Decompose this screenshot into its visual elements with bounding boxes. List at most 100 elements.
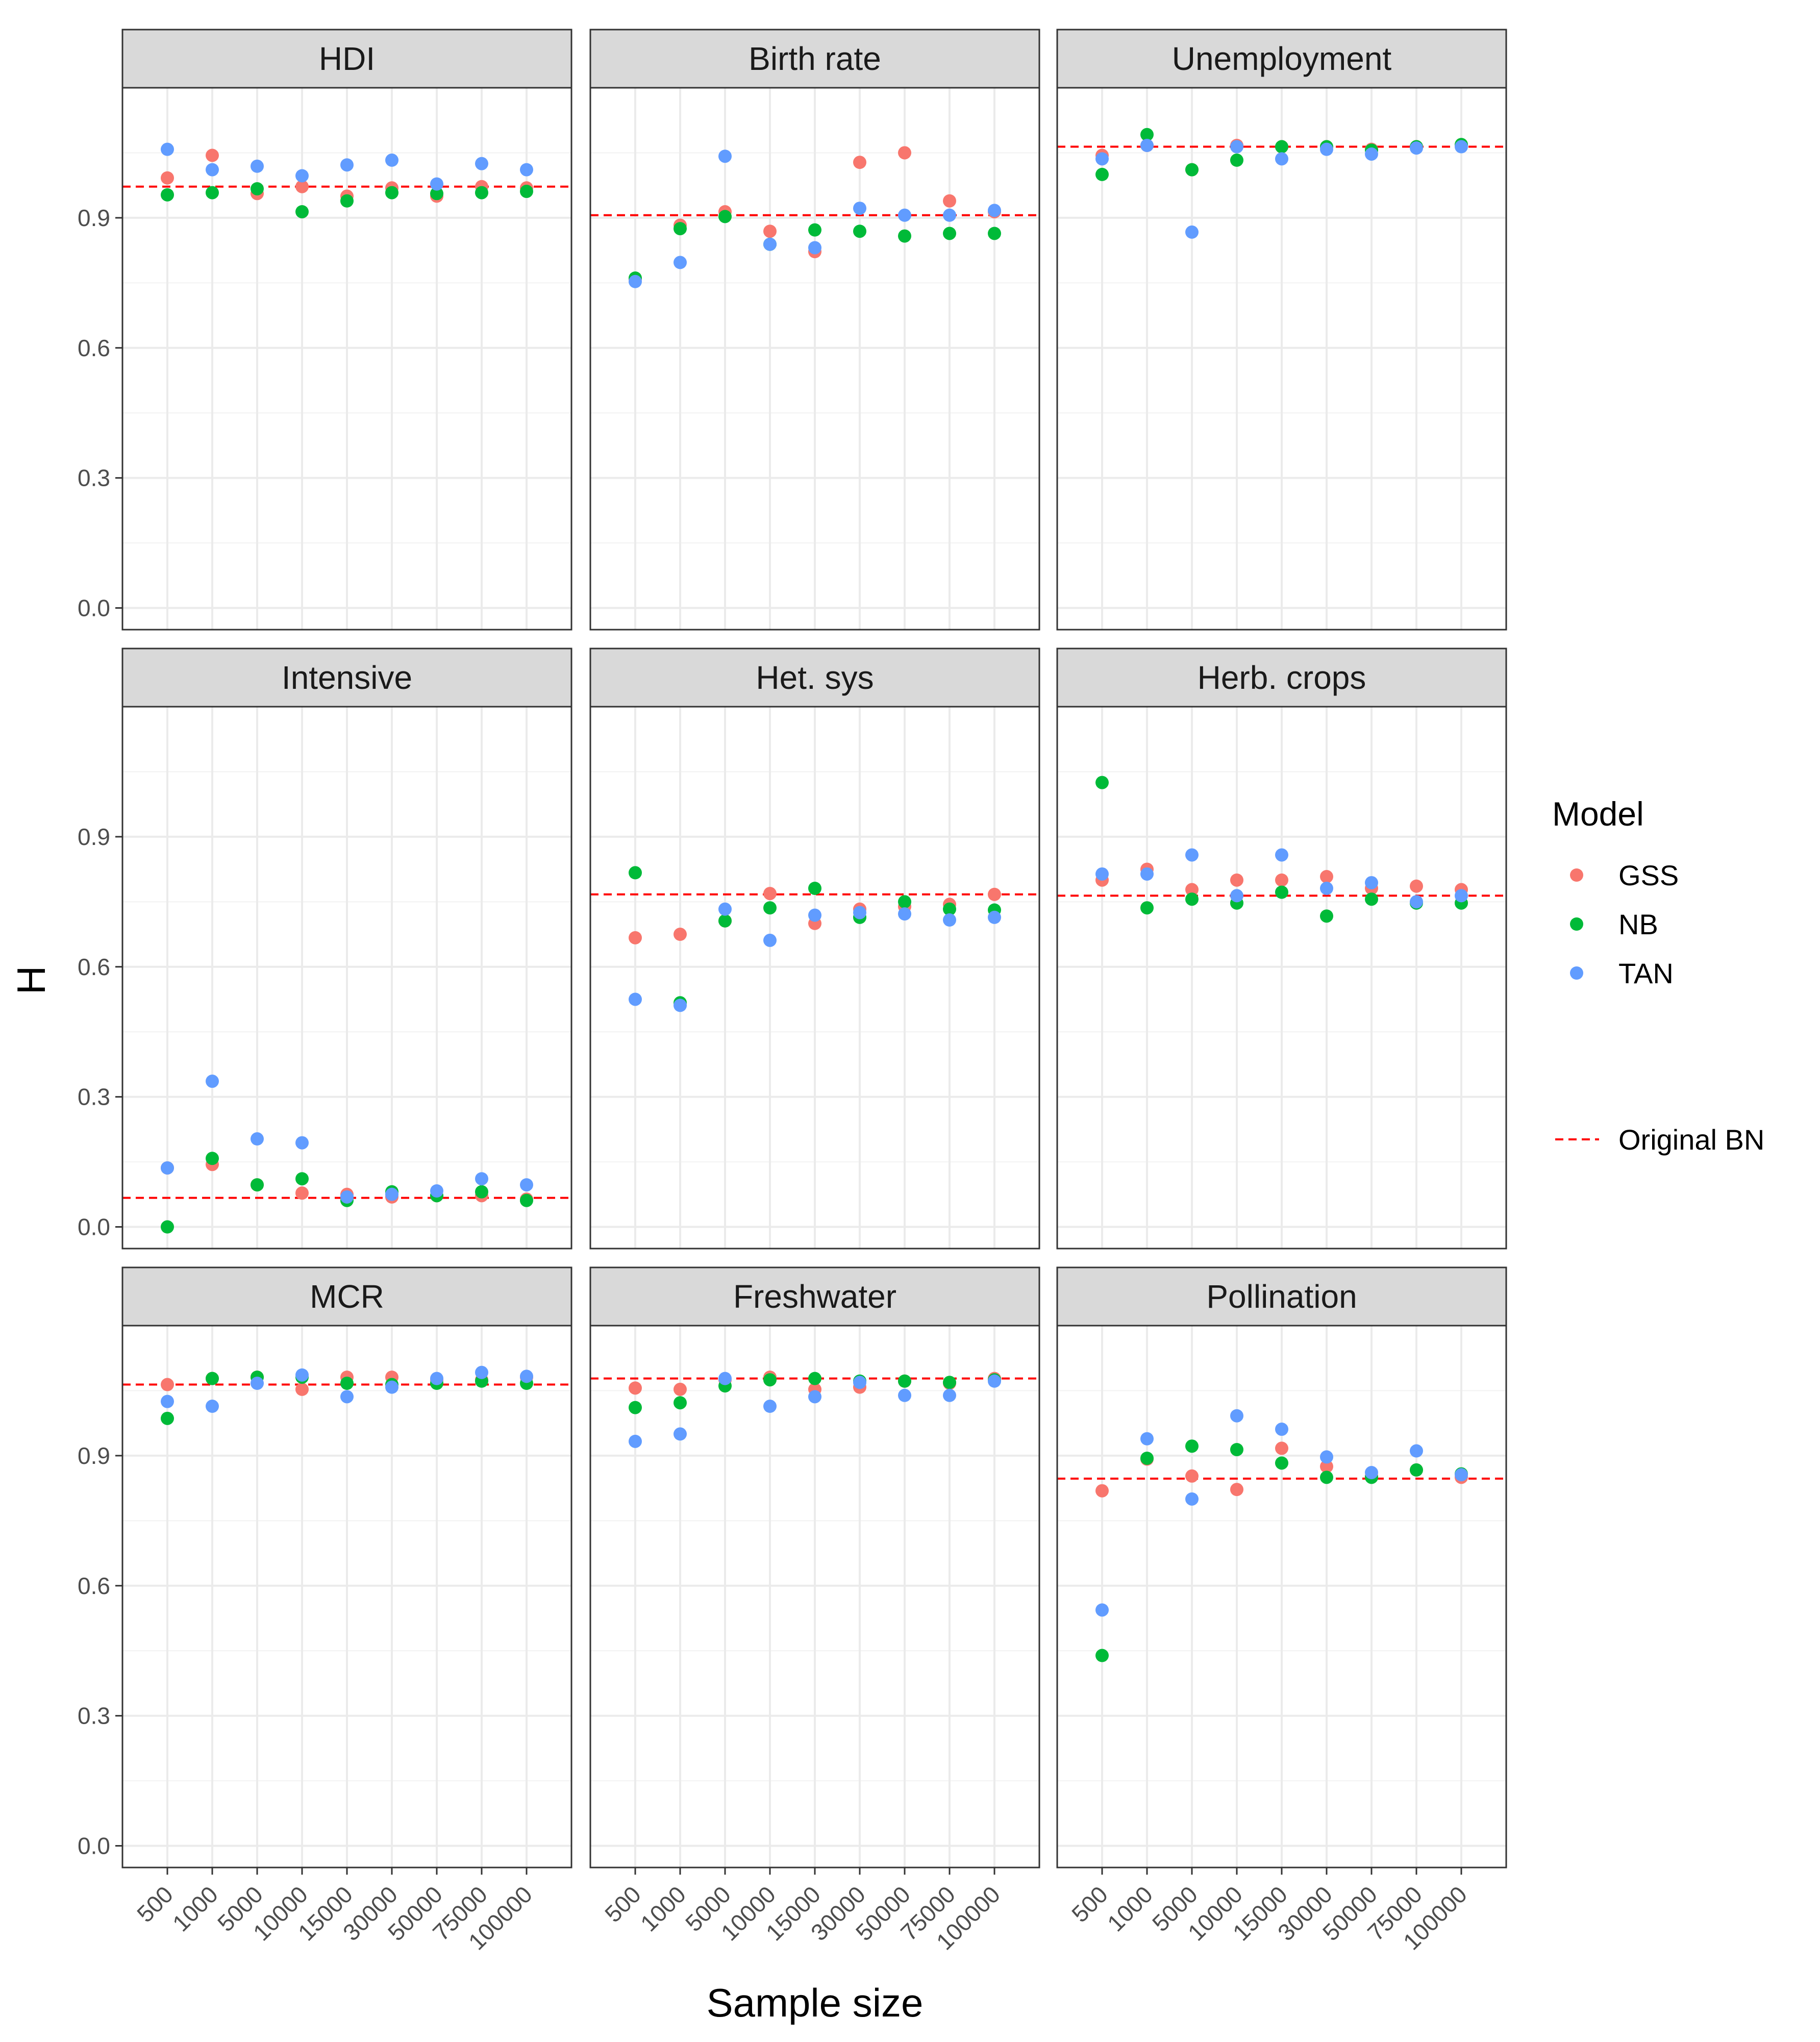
point-nb xyxy=(1185,1439,1199,1453)
point-tan xyxy=(629,1434,642,1448)
point-nb xyxy=(1275,885,1288,899)
point-tan xyxy=(295,1136,309,1150)
facet-strip xyxy=(121,648,572,708)
point-tan xyxy=(1095,1603,1109,1617)
facet-birth-rate: Birth rate xyxy=(589,29,1040,631)
y-tick-label: 0.0 xyxy=(78,595,110,621)
point-gss xyxy=(763,225,777,238)
point-tan xyxy=(1185,1492,1199,1506)
point-nb xyxy=(1140,1451,1154,1465)
point-tan xyxy=(475,1365,488,1379)
facet-title: Freshwater xyxy=(733,1278,896,1315)
point-tan xyxy=(943,1388,956,1402)
point-nb xyxy=(898,1374,911,1388)
point-tan xyxy=(1320,1450,1333,1464)
facet-title: Pollination xyxy=(1206,1278,1357,1315)
point-tan xyxy=(385,153,398,167)
point-tan xyxy=(763,237,777,251)
point-nb xyxy=(674,1396,687,1410)
panel-border xyxy=(589,87,1040,631)
facet-strip xyxy=(121,1266,572,1327)
point-gss xyxy=(943,194,956,208)
point-tan xyxy=(1410,141,1423,155)
y-tick-label: 0.3 xyxy=(78,465,110,491)
point-gss xyxy=(674,1382,687,1396)
point-tan xyxy=(1320,142,1333,156)
point-tan xyxy=(430,177,443,191)
point-tan xyxy=(674,256,687,269)
point-tan xyxy=(251,1132,264,1146)
x-tick-label: 1000 xyxy=(1102,1881,1158,1936)
point-gss xyxy=(295,1382,309,1396)
point-gss xyxy=(1230,873,1243,887)
point-nb xyxy=(1230,1442,1243,1456)
point-tan xyxy=(763,1400,777,1413)
point-nb xyxy=(808,881,821,895)
point-tan xyxy=(251,159,264,173)
point-tan xyxy=(808,908,821,922)
facet-unemployment: Unemployment xyxy=(1056,29,1507,631)
point-tan xyxy=(340,1190,354,1204)
point-gss xyxy=(763,887,777,901)
point-nb xyxy=(898,229,911,243)
point-tan xyxy=(853,1376,866,1389)
legend-swatch xyxy=(1570,868,1583,882)
facet-mcr: MCR0.00.30.60.95001000500010000150003000… xyxy=(78,1266,572,1955)
point-nb xyxy=(251,182,264,195)
point-nb xyxy=(295,1172,309,1186)
point-tan xyxy=(1140,138,1154,152)
facet-intensive: Intensive 0.0 0.3 0.6 0.9 xyxy=(78,648,572,1250)
point-nb xyxy=(1230,153,1243,167)
point-gss xyxy=(1410,879,1423,893)
point-gss xyxy=(295,180,309,193)
point-tan xyxy=(385,1187,398,1201)
point-nb xyxy=(340,1376,354,1390)
y-tick-label: 0.6 xyxy=(78,1573,110,1599)
point-tan xyxy=(808,241,821,255)
point-tan xyxy=(853,202,866,215)
point-tan xyxy=(161,1394,174,1408)
point-nb xyxy=(430,187,443,201)
facet-title: MCR xyxy=(310,1278,384,1315)
point-nb xyxy=(206,1372,219,1385)
y-axis-title: H xyxy=(9,966,54,994)
y-tick-label: 0.0 xyxy=(78,1214,110,1240)
point-nb xyxy=(629,866,642,880)
point-nb xyxy=(161,1411,174,1425)
point-gss xyxy=(295,1186,309,1200)
legend-label: NB xyxy=(1618,908,1658,940)
point-tan xyxy=(1185,848,1199,862)
point-nb xyxy=(161,1220,174,1234)
point-tan xyxy=(943,208,956,222)
point-nb xyxy=(520,1193,533,1207)
point-nb xyxy=(161,188,174,202)
legend-label: GSS xyxy=(1618,859,1679,891)
facet-herb-crops: Herb. crops xyxy=(1056,648,1507,1250)
legend-item-gss: GSS xyxy=(1570,859,1679,891)
point-nb xyxy=(988,227,1001,240)
y-tick-label: 0.9 xyxy=(78,1442,110,1469)
facet-strip xyxy=(589,29,1040,89)
point-nb xyxy=(1320,1471,1333,1484)
point-gss xyxy=(1185,883,1199,897)
point-tan xyxy=(718,150,732,163)
point-tan xyxy=(295,169,309,183)
point-gss xyxy=(206,148,219,162)
point-tan xyxy=(430,1184,443,1198)
legend-label: TAN xyxy=(1618,957,1674,989)
facet-title: Herb. crops xyxy=(1198,659,1366,696)
point-tan xyxy=(1140,867,1154,881)
point-tan xyxy=(763,933,777,947)
point-tan xyxy=(1365,1466,1378,1480)
point-gss xyxy=(1320,870,1333,884)
point-nb xyxy=(808,223,821,237)
point-tan xyxy=(1410,1444,1423,1458)
facet-strip xyxy=(121,29,572,89)
point-nb xyxy=(385,186,398,200)
point-tan xyxy=(629,275,642,288)
point-tan xyxy=(161,142,174,156)
point-tan xyxy=(943,913,956,927)
point-tan xyxy=(430,1372,443,1385)
point-tan xyxy=(1275,848,1288,862)
